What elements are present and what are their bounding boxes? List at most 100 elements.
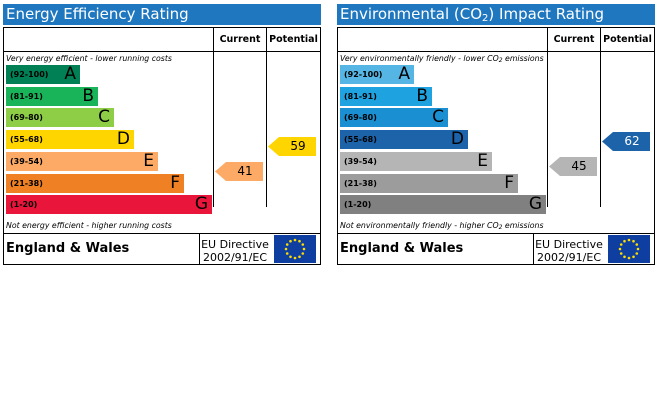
chart-title: Environmental (CO2) Impact Rating (337, 4, 655, 25)
band-range: (39-54) (344, 156, 377, 166)
current-rating-arrow: 41 (215, 161, 263, 181)
column-header-current: Current (553, 34, 595, 45)
star-icon (632, 255, 635, 259)
star-icon (635, 252, 639, 255)
band-letter: A (398, 64, 410, 84)
star-icon (298, 239, 301, 243)
band-letter: G (528, 194, 542, 215)
current-rating-arrow: 45 (549, 156, 597, 176)
rating-band-d: (55-68) D (6, 129, 134, 150)
eu-directive-line1: EU Directive (535, 238, 603, 251)
eu-directive-line1: EU Directive (201, 238, 269, 251)
band-letter: D (450, 129, 464, 150)
rating-band-a: (92-100) A (6, 64, 80, 84)
top-note: Very energy efficient - lower running co… (6, 54, 172, 63)
eu-directive: EU Directive 2002/91/EC (200, 238, 270, 264)
rating-band-g: (1-20) G (340, 194, 546, 215)
footer-region: England & Wales (6, 241, 130, 256)
band-range: (55-68) (344, 135, 377, 145)
star-icon (619, 252, 623, 255)
eu-flag-icon (274, 235, 316, 263)
band-range: (21-38) (344, 178, 377, 188)
divider (600, 28, 601, 207)
star-icon (298, 255, 301, 259)
potential-rating-arrow: 59 (268, 136, 316, 156)
star-icon (285, 243, 289, 246)
star-icon (293, 256, 297, 260)
star-icon (627, 256, 631, 260)
rating-band-g: (1-20) G (6, 194, 212, 215)
rating-band-b: (81-91) B (6, 85, 98, 106)
chart-frame: Current Potential Very energy efficient … (3, 27, 321, 265)
band-range: (21-38) (10, 178, 43, 188)
band-letter: D (116, 129, 130, 150)
divider (213, 28, 214, 207)
rating-band-e: (39-54) E (6, 150, 158, 171)
star-icon (623, 255, 626, 259)
rating-band-f: (21-38) F (6, 172, 184, 193)
column-header-potential: Potential (269, 34, 318, 45)
environmental-impact-chart: Environmental (CO2) Impact Rating Curren… (337, 4, 655, 265)
divider (199, 233, 200, 264)
band-letter: C (432, 107, 444, 128)
band-letter: B (82, 85, 94, 106)
footer-region: England & Wales (340, 241, 464, 256)
eu-flag-icon (608, 235, 650, 263)
band-range: (55-68) (10, 135, 43, 145)
star-icon (301, 252, 305, 255)
bottom-note: Not environmentally friendly - higher CO… (340, 221, 544, 231)
divider (266, 28, 267, 207)
divider (547, 28, 548, 207)
star-icon (301, 243, 305, 246)
star-icon (285, 252, 289, 255)
band-letter: A (64, 64, 76, 84)
potential-rating-arrow: 62 (602, 131, 650, 151)
chart-frame: Current Potential Very environmentally f… (337, 27, 655, 265)
column-header-potential: Potential (603, 34, 652, 45)
eu-directive-line2: 2002/91/EC (202, 251, 268, 264)
divider (4, 51, 320, 52)
band-range: (69-80) (10, 113, 43, 123)
band-range: (69-80) (344, 113, 377, 123)
divider (533, 233, 534, 264)
band-letter: C (98, 107, 110, 128)
band-letter: E (477, 150, 488, 171)
band-letter: E (143, 150, 154, 171)
eu-directive-line2: 2002/91/EC (536, 251, 602, 264)
star-icon (627, 238, 631, 242)
band-range: (92-100) (10, 70, 49, 79)
current-rating-value: 41 (237, 163, 253, 178)
rating-band-f: (21-38) F (340, 172, 518, 193)
band-range: (39-54) (10, 156, 43, 166)
star-icon (635, 243, 639, 246)
band-range: (1-20) (344, 200, 372, 210)
divider (338, 51, 654, 52)
star-icon (302, 247, 306, 251)
band-letter: F (504, 172, 514, 193)
star-icon (636, 247, 640, 251)
star-icon (618, 247, 622, 251)
divider (338, 233, 654, 234)
band-letter: G (194, 194, 208, 215)
star-icon (632, 239, 635, 243)
top-note: Very environmentally friendly - lower CO… (340, 54, 544, 64)
bottom-note: Not energy efficient - higher running co… (6, 221, 172, 230)
band-letter: B (416, 85, 428, 106)
star-icon (289, 255, 292, 259)
star-icon (619, 243, 623, 246)
column-header-current: Current (219, 34, 261, 45)
eu-directive: EU Directive 2002/91/EC (534, 238, 604, 264)
band-letter: F (170, 172, 180, 193)
current-rating-value: 45 (571, 158, 587, 173)
divider (4, 233, 320, 234)
band-range: (81-91) (344, 91, 377, 101)
rating-band-c: (69-80) C (6, 107, 114, 128)
star-icon (284, 247, 288, 251)
star-icon (293, 238, 297, 242)
star-icon (623, 239, 626, 243)
chart-title: Energy Efficiency Rating (3, 4, 321, 25)
rating-band-e: (39-54) E (340, 150, 492, 171)
band-range: (81-91) (10, 91, 43, 101)
rating-band-a: (92-100) A (340, 64, 414, 84)
rating-band-d: (55-68) D (340, 129, 468, 150)
